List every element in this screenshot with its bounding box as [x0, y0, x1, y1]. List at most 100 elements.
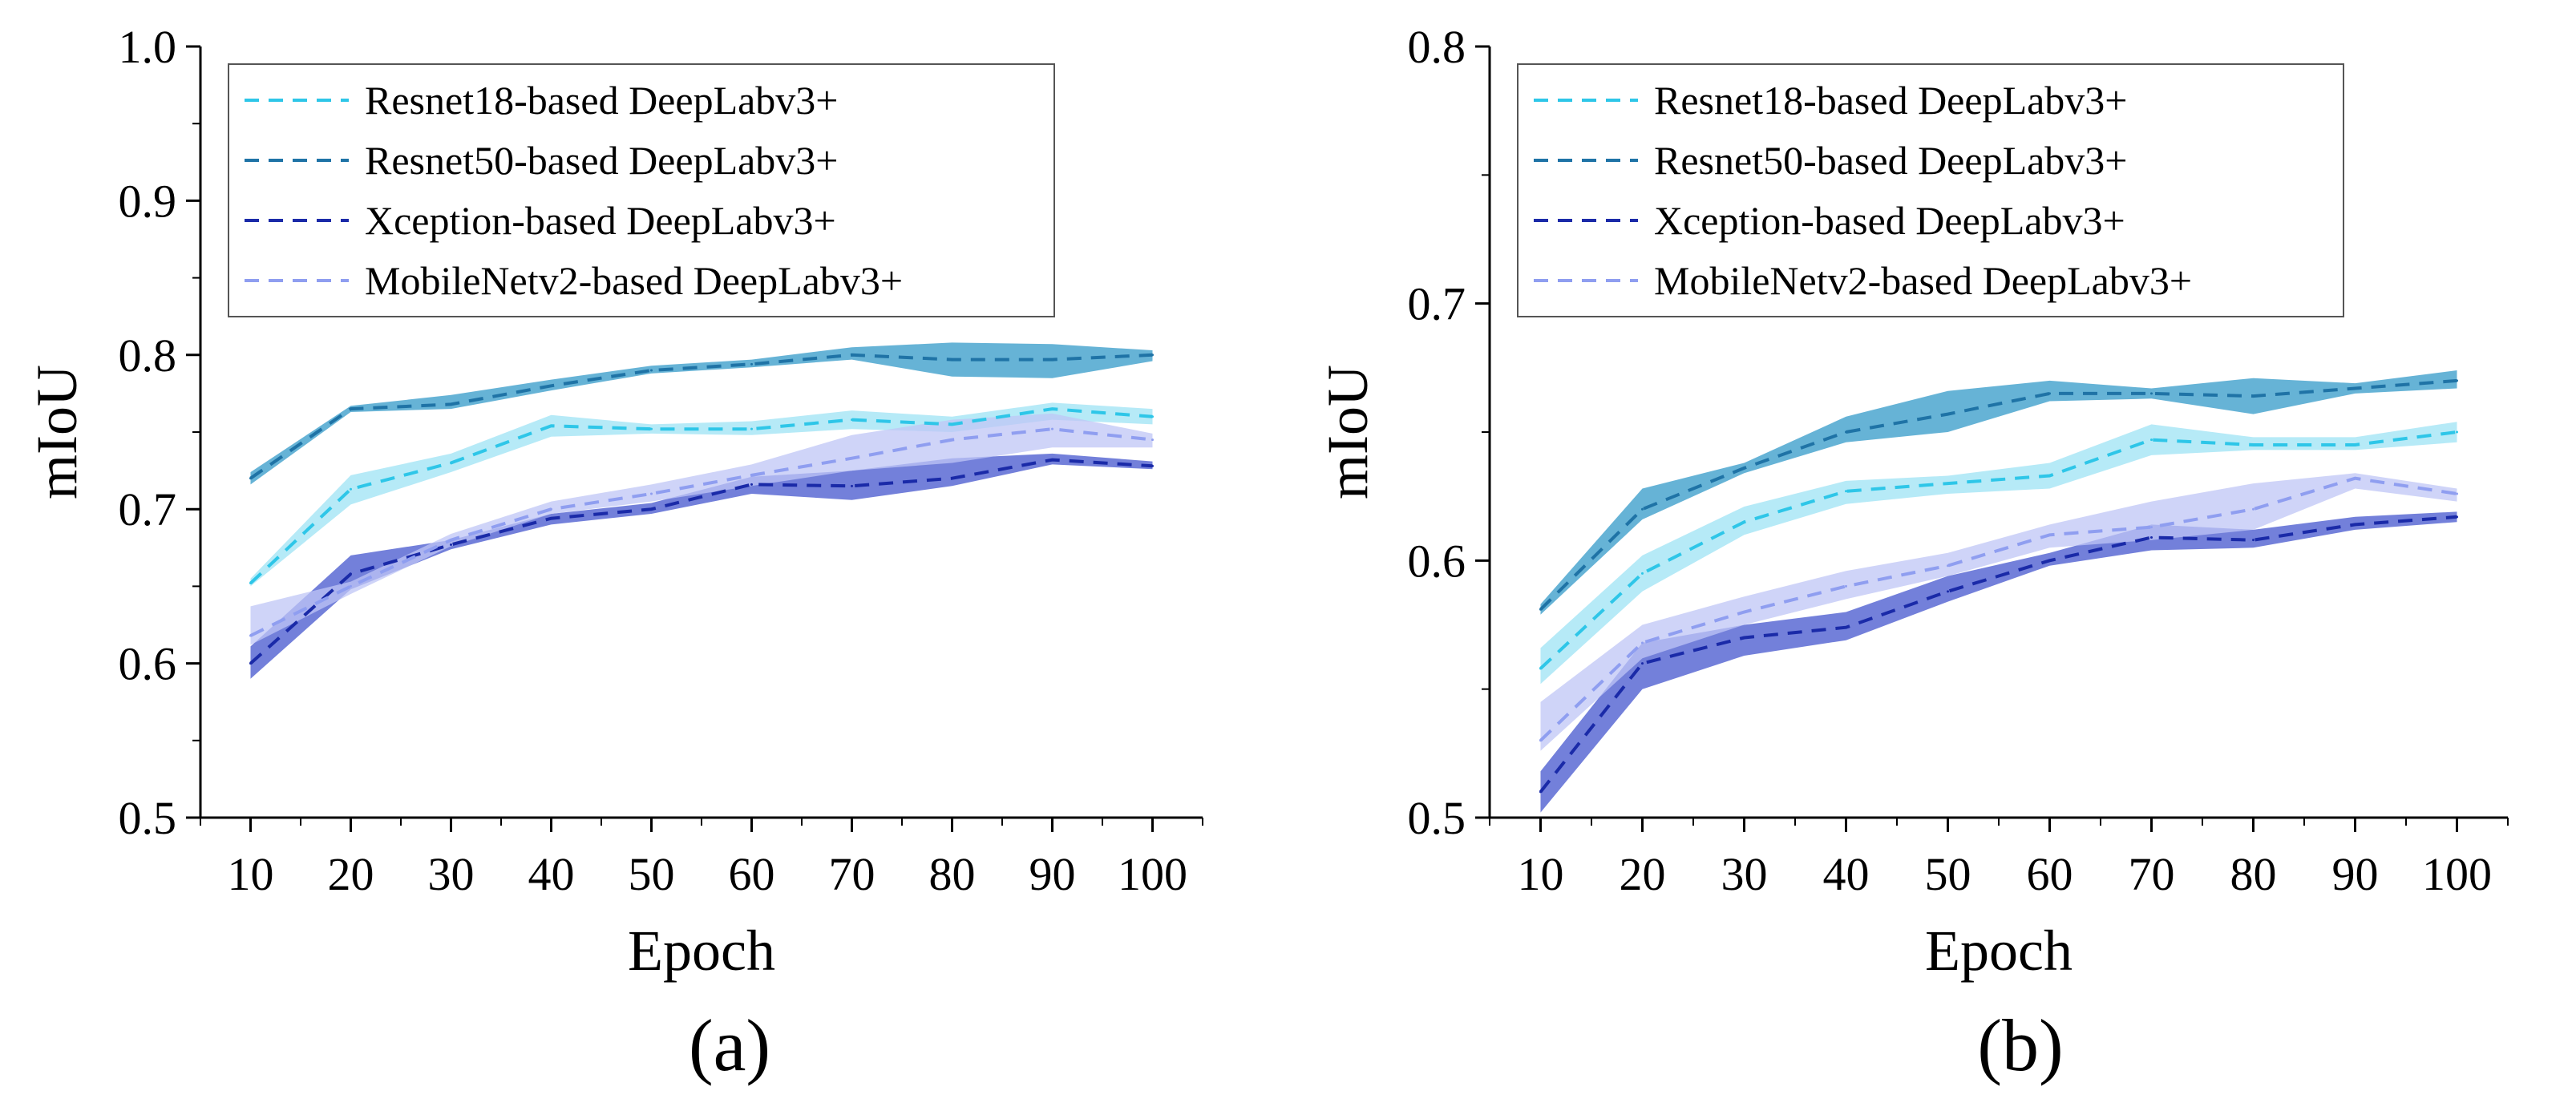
legend-label-1: Resnet18-based DeepLabv3+ [1654, 78, 2128, 123]
data-point-s1-20 [1641, 572, 1644, 575]
y-tick-label: 0.5 [119, 792, 177, 844]
legend-box [1517, 63, 2344, 317]
data-point-s3-10 [1539, 790, 1542, 794]
data-point-s4-40 [1845, 584, 1847, 588]
data-point-s2-20 [350, 407, 352, 410]
x-tick-label: 100 [1118, 848, 1187, 900]
series-line-2 [249, 353, 1153, 480]
data-point-s4-50 [650, 492, 653, 495]
x-tick-label: 40 [1823, 848, 1870, 900]
data-point-s4-50 [1947, 564, 1949, 568]
data-point-s3-60 [2048, 559, 2051, 562]
data-point-s1-70 [851, 418, 853, 422]
x-tick-label: 10 [1518, 848, 1564, 900]
x-tick-label: 50 [1925, 848, 1971, 900]
band-1 [1540, 422, 2457, 685]
y-axis-title: mIoU [1316, 365, 1380, 499]
data-point-s3-60 [750, 483, 753, 486]
data-point-s4-10 [249, 634, 252, 637]
data-point-s2-70 [2150, 392, 2153, 395]
data-point-s1-70 [2150, 438, 2153, 442]
data-point-s1-50 [650, 427, 653, 430]
x-tick-label: 10 [228, 848, 274, 900]
data-point-s2-10 [249, 477, 252, 480]
data-point-s3-30 [450, 543, 452, 546]
data-point-s1-10 [1539, 667, 1542, 670]
y-tick-label: 1.0 [119, 21, 177, 73]
data-point-s1-50 [1947, 482, 1949, 485]
x-tick-label: 40 [528, 848, 575, 900]
x-tick-label: 20 [328, 848, 374, 900]
data-point-s2-90 [1051, 358, 1053, 362]
y-tick-label: 0.9 [119, 175, 177, 227]
data-point-s4-80 [951, 438, 953, 442]
y-tick-label: 0.5 [1408, 792, 1466, 844]
data-point-s1-60 [750, 427, 753, 430]
data-point-s3-80 [2252, 539, 2255, 542]
data-point-s2-50 [1947, 413, 1949, 416]
data-point-s2-30 [1743, 467, 1745, 470]
legend: Resnet18-based DeepLabv3+ Resnet50-based … [1517, 63, 2344, 317]
y-axis-title: mIoU [25, 365, 89, 499]
chart-panel-1: 10 20 30 40 50 60 70 80 90 100 0.5 0.6 0.7 0.8 0.9 1.0 E… [25, 21, 1203, 1086]
data-point-s1-90 [1051, 407, 1053, 410]
data-point-s1-30 [1743, 520, 1745, 523]
series-line-4 [1539, 476, 2457, 742]
x-tick-label: 60 [2027, 848, 2073, 900]
data-point-s4-100 [2456, 492, 2458, 495]
legend-label-3: Xception-based DeepLabv3+ [365, 198, 836, 243]
data-point-s1-90 [2354, 443, 2356, 446]
data-point-s2-80 [2252, 394, 2255, 398]
data-point-s4-70 [851, 457, 853, 460]
data-point-s3-20 [1641, 662, 1644, 665]
legend-label-4: MobileNetv2-based DeepLabv3+ [1654, 258, 2192, 303]
x-tick-label: 30 [1721, 848, 1768, 900]
data-point-s3-10 [249, 662, 252, 665]
band-3 [1540, 511, 2457, 813]
y-tick-label: 0.6 [119, 638, 177, 690]
data-point-s3-30 [1743, 636, 1745, 640]
data-point-s4-60 [750, 474, 753, 477]
data-point-s3-100 [1151, 464, 1154, 467]
data-point-s2-100 [1151, 354, 1154, 357]
data-point-s3-70 [851, 484, 853, 487]
x-tick-label: 20 [1620, 848, 1666, 900]
chart-panel-2: 10 20 30 40 50 60 70 80 90 100 0.5 0.6 0.7 0.8 Epoch mI… [1316, 21, 2509, 1086]
series-line-1 [249, 407, 1153, 585]
data-point-s1-20 [350, 487, 352, 491]
y-tick-label: 0.8 [1408, 21, 1466, 73]
data-point-s3-90 [2354, 523, 2356, 526]
data-point-s3-40 [1845, 626, 1847, 629]
series-line-3 [1539, 515, 2457, 794]
data-point-s3-80 [951, 477, 953, 480]
panel-label: (b) [1977, 1004, 2063, 1086]
data-point-s3-40 [550, 517, 552, 520]
band-3 [250, 453, 1153, 679]
y-tick-label: 0.7 [1408, 278, 1466, 330]
data-point-s4-80 [2252, 507, 2255, 511]
data-point-s1-100 [1151, 415, 1154, 418]
data-point-s4-10 [1539, 739, 1542, 742]
data-point-s1-100 [2456, 430, 2458, 434]
data-point-s2-40 [1845, 430, 1847, 434]
x-axis-title: Epoch [628, 919, 775, 983]
data-point-s3-70 [2150, 535, 2153, 539]
data-point-s2-100 [2456, 379, 2458, 382]
band-1 [250, 402, 1153, 587]
data-point-s4-70 [2150, 526, 2153, 529]
data-point-s2-30 [450, 402, 452, 406]
data-point-s2-80 [951, 358, 953, 362]
x-tick-label: 80 [2230, 848, 2277, 900]
data-point-s4-30 [450, 539, 452, 542]
x-tick-label: 70 [829, 848, 876, 900]
x-tick-label: 90 [1029, 848, 1076, 900]
legend: Resnet18-based DeepLabv3+ Resnet50-based … [228, 63, 1055, 317]
data-point-s4-90 [2354, 477, 2356, 480]
data-point-s1-10 [249, 582, 252, 585]
data-point-s3-20 [350, 572, 352, 576]
data-point-s1-40 [1845, 490, 1847, 493]
data-point-s1-60 [2048, 475, 2051, 478]
x-tick-label: 70 [2129, 848, 2175, 900]
data-point-s1-80 [951, 422, 953, 426]
x-tick-label: 80 [929, 848, 976, 900]
